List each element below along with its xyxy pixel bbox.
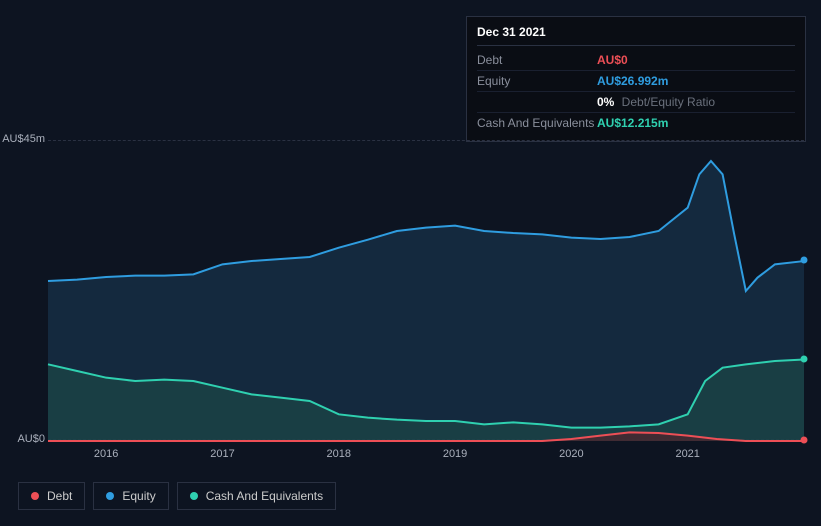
legend-label: Debt bbox=[47, 489, 72, 503]
tooltip-row-label: Equity bbox=[477, 74, 597, 88]
legend-dot-icon bbox=[190, 492, 198, 500]
x-axis-tick: 2020 bbox=[559, 448, 583, 460]
legend-label: Cash And Equivalents bbox=[206, 489, 323, 503]
x-axis-tick: 2016 bbox=[94, 448, 118, 460]
chart-svg bbox=[48, 141, 804, 441]
tooltip-row-label: Debt bbox=[477, 53, 597, 67]
tooltip-row-value: AU$26.992m bbox=[597, 74, 795, 88]
tooltip-row: EquityAU$26.992m bbox=[477, 71, 795, 92]
x-axis-tick: 2019 bbox=[443, 448, 467, 460]
legend-item[interactable]: Equity bbox=[93, 482, 168, 510]
y-axis-label: AU$45m bbox=[0, 133, 45, 145]
tooltip-row-value: AU$12.215m bbox=[597, 116, 795, 130]
tooltip-rows: DebtAU$0EquityAU$26.992m0% Debt/Equity R… bbox=[477, 50, 795, 133]
series-end-marker bbox=[801, 355, 808, 362]
chart-plot-area bbox=[48, 140, 804, 440]
x-axis-tick: 2018 bbox=[327, 448, 351, 460]
x-axis-tick: 2017 bbox=[210, 448, 234, 460]
tooltip-row-label: Cash And Equivalents bbox=[477, 116, 597, 130]
series-end-marker bbox=[801, 437, 808, 444]
legend-item[interactable]: Debt bbox=[18, 482, 85, 510]
tooltip-date: Dec 31 2021 bbox=[477, 25, 795, 46]
tooltip-row-value: 0% Debt/Equity Ratio bbox=[597, 95, 795, 109]
tooltip-row-value: AU$0 bbox=[597, 53, 795, 67]
legend: Debt Equity Cash And Equivalents bbox=[18, 482, 336, 510]
y-axis-label: AU$0 bbox=[0, 433, 45, 445]
tooltip-row: DebtAU$0 bbox=[477, 50, 795, 71]
x-axis-tick: 2021 bbox=[675, 448, 699, 460]
legend-label: Equity bbox=[122, 489, 155, 503]
legend-dot-icon bbox=[31, 492, 39, 500]
tooltip-panel: Dec 31 2021 DebtAU$0EquityAU$26.992m0% D… bbox=[466, 16, 806, 142]
tooltip-row-label bbox=[477, 95, 597, 109]
series-end-marker bbox=[801, 257, 808, 264]
tooltip-row: 0% Debt/Equity Ratio bbox=[477, 92, 795, 113]
tooltip-row: Cash And EquivalentsAU$12.215m bbox=[477, 113, 795, 133]
legend-item[interactable]: Cash And Equivalents bbox=[177, 482, 336, 510]
legend-dot-icon bbox=[106, 492, 114, 500]
